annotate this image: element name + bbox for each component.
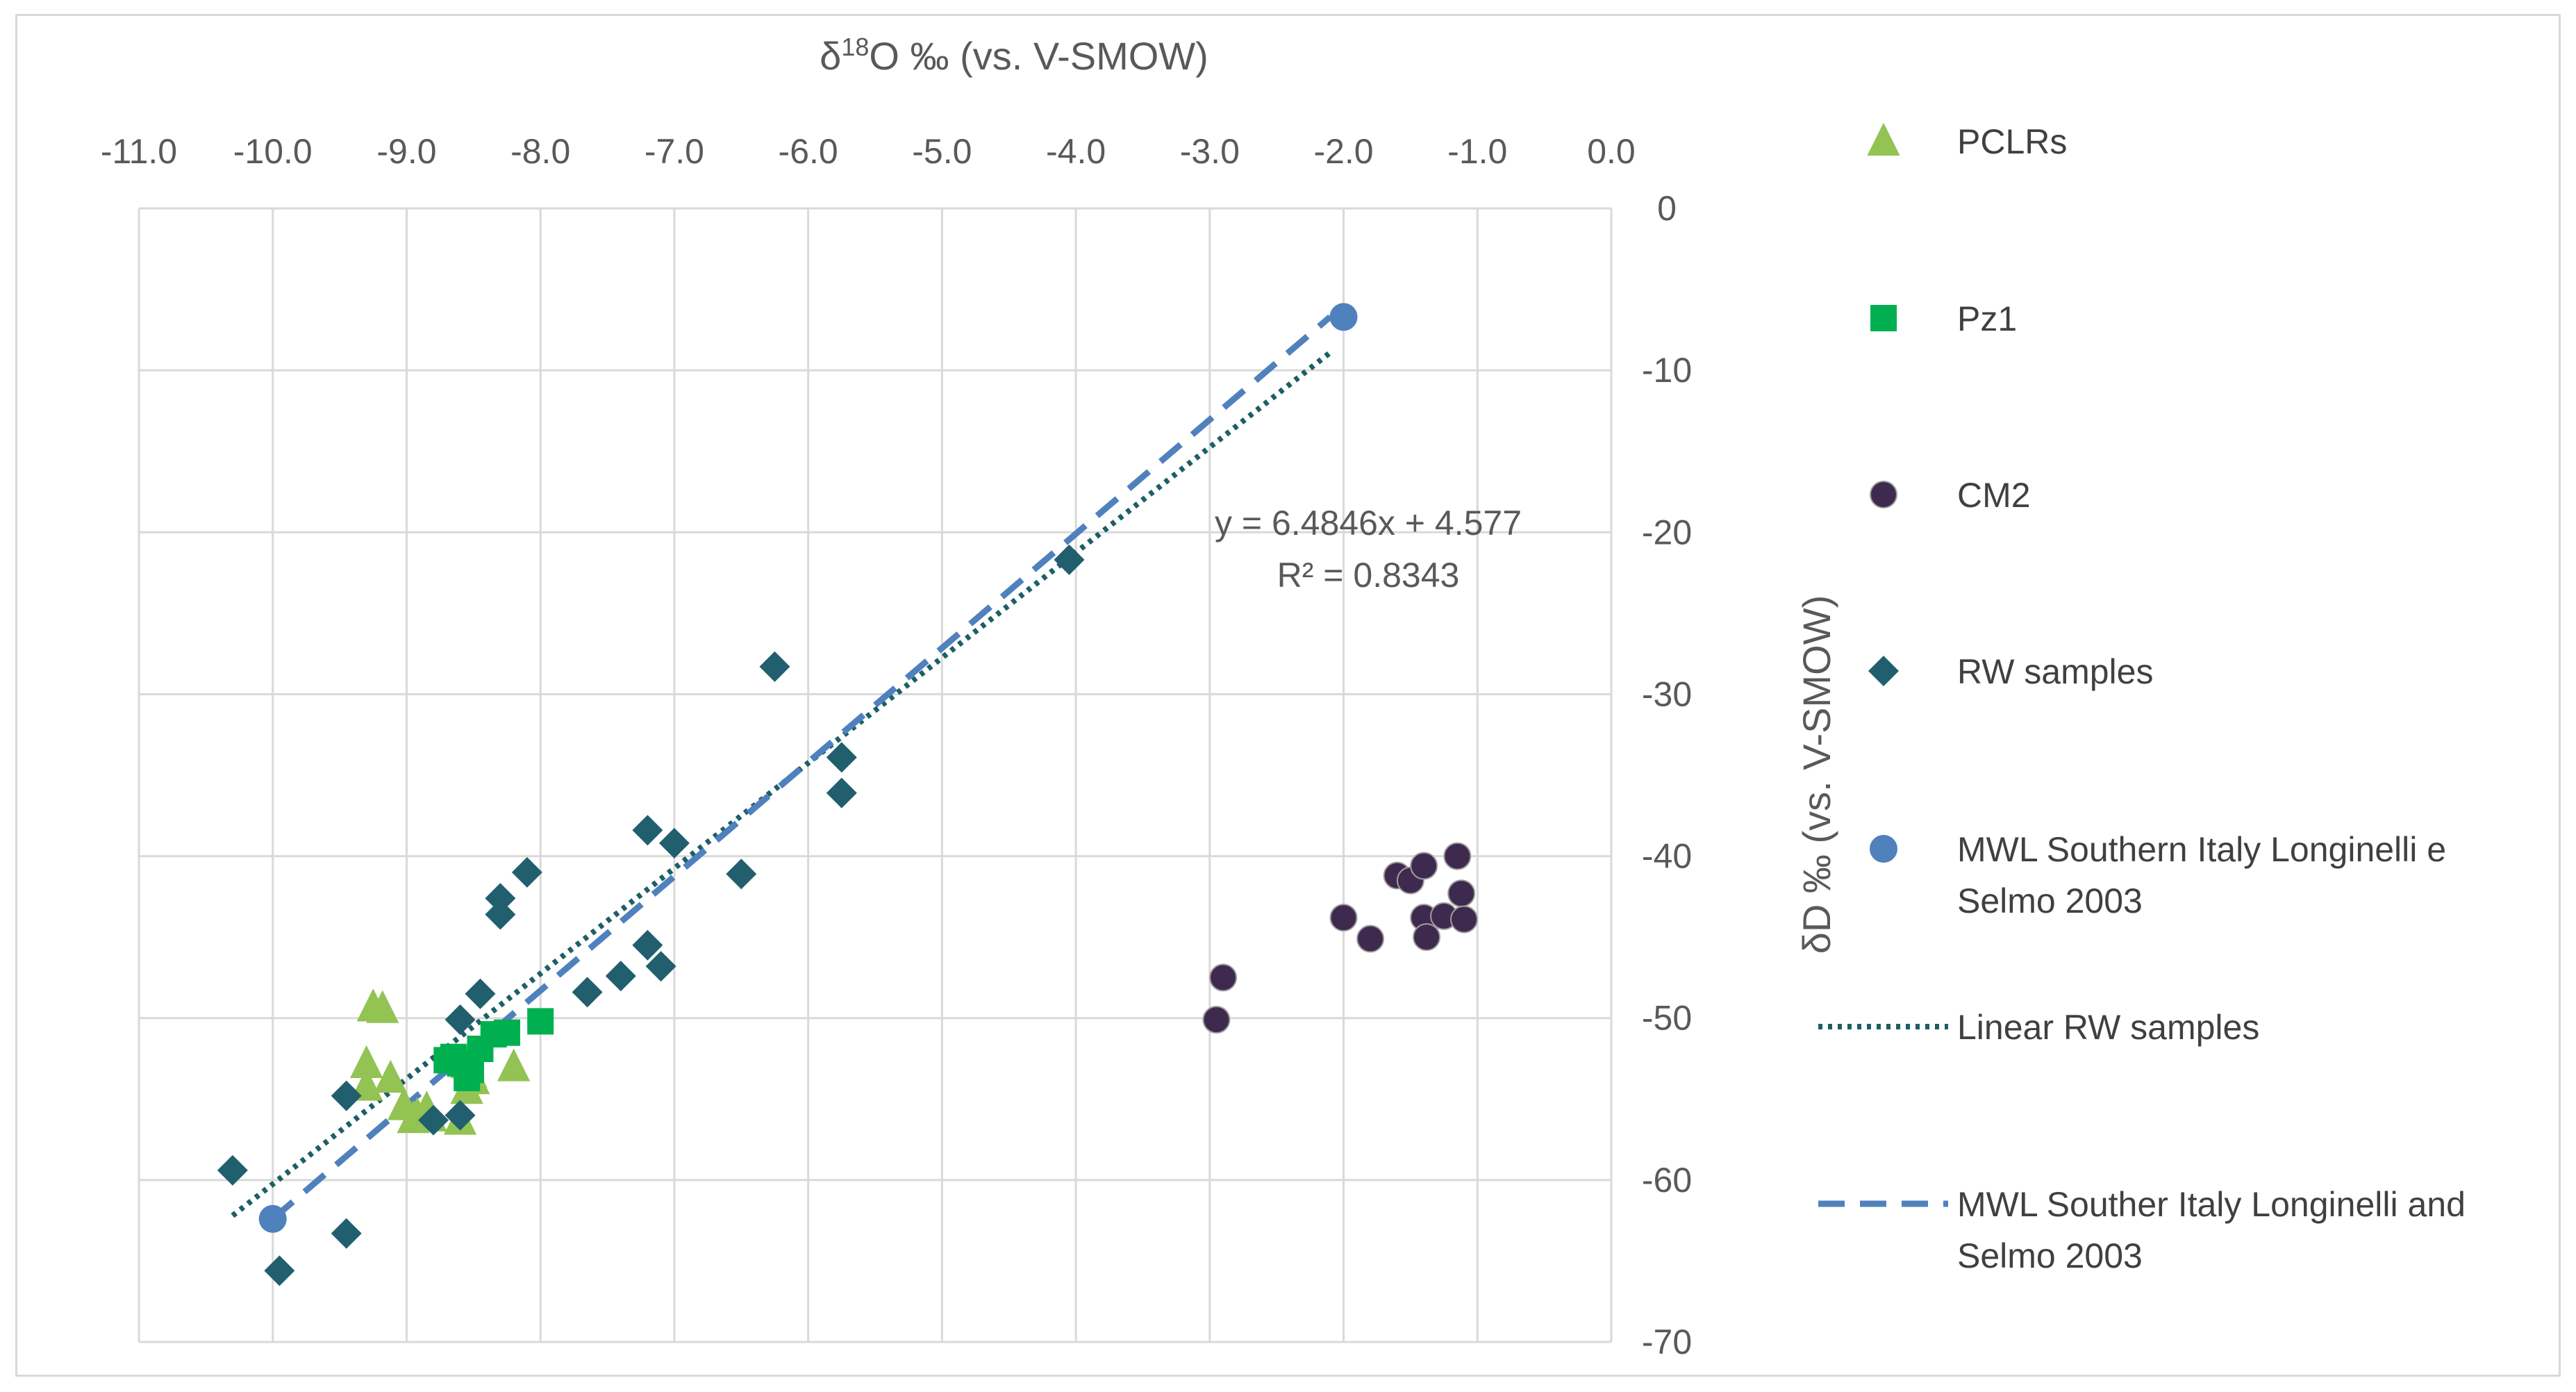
- legend-label: RW samples: [1957, 652, 2153, 691]
- x-tick-label: -6.0: [779, 132, 838, 171]
- legend-pz1: Pz1: [1870, 299, 2017, 338]
- y-tick-label: -20: [1642, 513, 1692, 552]
- rw-samples-point: [331, 1218, 362, 1249]
- y-tick-label: -50: [1642, 999, 1692, 1038]
- cm2-point: [1356, 925, 1385, 953]
- rw-samples-point: [418, 1104, 449, 1136]
- x-axis-title: δ18O ‰ (vs. V-SMOW): [820, 33, 1208, 78]
- r-squared-label: R² = 0.8343: [1277, 556, 1460, 595]
- rw-samples-point: [658, 827, 690, 859]
- legend-circle-icon: [1870, 835, 1897, 863]
- rw-samples-point: [826, 742, 857, 773]
- y-tick-label: -30: [1642, 674, 1692, 713]
- legend-label: Selmo 2003: [1957, 1236, 2143, 1275]
- mwl-southern-italy-longinelli-e-selmo-2003-point: [1329, 303, 1358, 331]
- x-tick-label: -11.0: [101, 132, 177, 171]
- rw-samples-point: [605, 961, 636, 992]
- legend-label: Pz1: [1957, 299, 2017, 338]
- cm2-point: [1413, 923, 1441, 952]
- rw-samples-point: [511, 856, 542, 888]
- trend-line-mwl: [270, 314, 1333, 1222]
- cm2-point: [1443, 842, 1472, 870]
- cm2-point: [1202, 1006, 1231, 1034]
- pz1-point: [494, 1019, 520, 1046]
- x-tick-label: -5.0: [912, 132, 972, 171]
- pz1-point: [527, 1008, 554, 1035]
- legend-linear-rw-samples: Linear RW samples: [1818, 1008, 2259, 1047]
- pclrs-point: [350, 1068, 383, 1101]
- legend-label: MWL Southern Italy Longinelli e: [1957, 830, 2446, 869]
- x-tick-label: 0.0: [1587, 132, 1636, 171]
- x-tick-label: -4.0: [1046, 132, 1106, 171]
- cm2-point: [1329, 904, 1358, 932]
- legend-mwl-southern-italy-longinelli-e-selmo-2003: MWL Southern Italy Longinelli e Selmo 200…: [1870, 830, 2446, 920]
- legend-diamond-icon: [1868, 656, 1899, 686]
- legend: PCLRs Pz1 CM2 RW samples MWL Southern Italy …: [1818, 122, 2466, 1275]
- rw-samples-point: [726, 859, 757, 890]
- legend-pclrs: PCLRs: [1867, 122, 2067, 161]
- y-tick-label: -60: [1642, 1161, 1692, 1200]
- legend-triangle-icon: [1867, 122, 1900, 156]
- rw-samples-point: [1054, 544, 1085, 575]
- annotations: y = 6.4846x + 4.577 R² = 0.8343: [1215, 504, 1522, 595]
- mwl-southern-italy-longinelli-e-selmo-2003-point: [258, 1204, 287, 1233]
- legend-rw-samples: RW samples: [1868, 652, 2153, 691]
- gridlines: [138, 207, 1613, 1343]
- x-tick-label: -3.0: [1180, 132, 1240, 171]
- legend-label: Linear RW samples: [1957, 1008, 2259, 1047]
- y-tick-label: -40: [1642, 837, 1692, 876]
- axis-labels: -11.0 -10.0 -9.0 -8.0 -7.0 -6.0 -5.0 -4.0 -3.0 -2…: [101, 33, 1838, 1361]
- legend-label: PCLRs: [1957, 122, 2067, 161]
- rw-samples-point: [444, 1100, 476, 1131]
- y-tick-label: 0: [1657, 189, 1677, 228]
- y-tick-label: -70: [1642, 1323, 1692, 1361]
- x-tick-label: -8.0: [510, 132, 570, 171]
- rw-samples-point: [444, 1004, 476, 1036]
- legend-label: CM2: [1957, 476, 2031, 515]
- rw-samples-point: [465, 978, 496, 1009]
- y-tick-label: -10: [1642, 351, 1692, 390]
- rw-samples-point: [217, 1154, 248, 1186]
- rw-samples-point: [264, 1255, 295, 1286]
- x-tick-label: -9.0: [376, 132, 436, 171]
- rw-samples-point: [572, 977, 603, 1008]
- rw-samples-point: [759, 651, 790, 682]
- regression-equation: y = 6.4846x + 4.577: [1215, 504, 1522, 542]
- cm2-point: [1410, 852, 1438, 880]
- rw-samples-point: [632, 929, 663, 961]
- x-tick-label: -2.0: [1313, 132, 1373, 171]
- x-tick-label: -10.0: [233, 132, 313, 171]
- cm2-point: [1450, 905, 1478, 934]
- legend-mwl-souther-italy-longinelli-and-selmo-2003: MWL Souther Italy Longinelli and Selmo 20…: [1818, 1185, 2466, 1275]
- x-tick-label: -1.0: [1447, 132, 1507, 171]
- legend-cm2: CM2: [1870, 476, 2031, 515]
- data-points: [217, 303, 1478, 1286]
- legend-square-icon: [1870, 305, 1897, 331]
- rw-samples-point: [331, 1080, 362, 1111]
- cm2-point: [1447, 879, 1476, 908]
- cm2-point: [1209, 963, 1238, 992]
- rw-samples-point: [645, 951, 676, 982]
- x-tick-label: -7.0: [645, 132, 704, 171]
- rw-samples-point: [632, 815, 663, 846]
- rw-samples-point: [826, 777, 857, 809]
- y-axis-title: δD ‰ (vs. V-SMOW): [1795, 595, 1838, 954]
- pclrs-point: [497, 1048, 531, 1082]
- legend-label: MWL Souther Italy Longinelli and: [1957, 1185, 2466, 1224]
- pclrs-point: [374, 1059, 407, 1093]
- rw-samples-point: [485, 883, 516, 914]
- rw-samples-point: [485, 899, 516, 930]
- chart-frame: [15, 14, 2561, 1377]
- pclrs-point: [366, 990, 399, 1023]
- legend-label: Selmo 2003: [1957, 881, 2143, 920]
- legend-circle-icon: [1870, 481, 1897, 508]
